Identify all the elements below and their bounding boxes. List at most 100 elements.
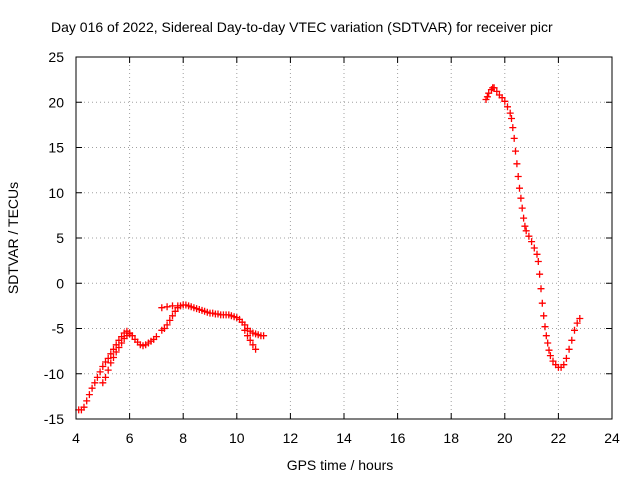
series-0 <box>75 327 160 414</box>
x-tick-label: 4 <box>72 430 80 446</box>
data-point <box>542 332 550 340</box>
data-point <box>104 354 112 362</box>
x-tick-label: 14 <box>336 430 352 446</box>
data-point <box>530 244 538 252</box>
data-point <box>546 352 554 360</box>
data-point <box>102 358 109 366</box>
data-point <box>537 285 545 293</box>
data-point <box>573 319 581 327</box>
x-tick-label: 22 <box>551 430 567 446</box>
data-point <box>504 103 511 111</box>
data-point <box>260 332 268 340</box>
series-4 <box>482 84 584 371</box>
data-point <box>525 232 533 240</box>
data-point <box>99 363 107 370</box>
data-point <box>112 348 120 356</box>
data-point <box>520 214 528 222</box>
x-tick-label: 6 <box>126 430 134 446</box>
data-point <box>126 330 134 338</box>
y-tick-label: 5 <box>56 230 64 246</box>
data-point <box>163 303 171 311</box>
data-point <box>518 204 526 212</box>
data-point <box>104 366 112 374</box>
data-point <box>549 357 557 365</box>
series-3 <box>158 302 260 353</box>
data-point <box>163 321 171 329</box>
data-point <box>506 109 514 117</box>
data-point <box>107 359 115 367</box>
series-2 <box>158 301 268 340</box>
y-tick-label: 25 <box>48 49 64 65</box>
data-point <box>160 325 168 332</box>
y-tick-label: 10 <box>48 185 64 201</box>
data-point <box>541 323 549 331</box>
data-point <box>560 361 568 369</box>
data-point <box>571 326 578 334</box>
data-point <box>118 339 126 347</box>
data-point <box>516 184 523 192</box>
data-point <box>110 354 117 361</box>
data-point <box>241 326 249 334</box>
data-point <box>88 384 96 392</box>
x-tick-label: 20 <box>497 430 513 446</box>
x-tick-label: 18 <box>443 430 459 446</box>
data-point <box>536 270 544 278</box>
data-point <box>528 238 536 246</box>
data-point <box>485 89 493 97</box>
x-tick-label: 10 <box>229 430 245 446</box>
data-point <box>513 160 521 168</box>
y-tick-label: 20 <box>48 94 64 110</box>
y-tick-label: 15 <box>48 140 64 156</box>
axis-ticks: 4 6 8 10 12 14 16 18 20 22 24 -15 -10 -5 0 5 10 15 20 25 <box>44 49 620 446</box>
data-point <box>102 373 109 381</box>
data-point <box>93 373 101 381</box>
data-point <box>152 333 160 341</box>
data-point <box>514 173 522 180</box>
y-axis-title: SDTVAR / TECUs <box>5 182 21 294</box>
y-tick-label: -10 <box>44 366 64 382</box>
data-point <box>501 97 509 105</box>
x-tick-label: 16 <box>390 430 406 446</box>
data-point <box>115 344 123 351</box>
grid <box>76 57 612 419</box>
data-point <box>158 304 166 312</box>
x-tick-label: 24 <box>604 430 620 446</box>
series-1 <box>99 330 134 387</box>
y-tick-label: 0 <box>56 275 64 291</box>
data-point <box>169 312 176 320</box>
x-tick-label: 12 <box>283 430 299 446</box>
data-marks <box>75 84 584 414</box>
x-axis-title: GPS time / hours <box>287 457 394 473</box>
data-point <box>96 368 104 376</box>
data-point <box>521 222 529 230</box>
data-point <box>83 397 91 405</box>
data-point <box>246 336 254 344</box>
data-point <box>493 87 501 95</box>
data-point <box>498 94 506 102</box>
data-point <box>534 258 542 265</box>
data-point <box>252 345 260 353</box>
data-point <box>107 350 115 358</box>
data-point <box>522 227 530 235</box>
data-point <box>91 379 99 387</box>
data-point <box>533 250 541 258</box>
data-point <box>174 302 182 310</box>
data-point <box>85 391 93 399</box>
chart-title: Day 016 of 2022, Sidereal Day-to-day VTE… <box>51 19 553 35</box>
data-point <box>568 336 576 344</box>
data-point <box>483 93 491 101</box>
data-point <box>540 312 548 320</box>
data-point <box>545 346 553 354</box>
data-point <box>490 84 498 92</box>
x-tick-label: 8 <box>179 430 187 446</box>
data-point <box>510 134 518 142</box>
data-point <box>565 345 573 353</box>
y-tick-label: -15 <box>44 411 64 427</box>
data-point <box>544 339 552 347</box>
data-point <box>166 316 174 324</box>
y-tick-label: -5 <box>52 321 65 337</box>
data-point <box>562 354 570 362</box>
data-point <box>80 403 88 411</box>
